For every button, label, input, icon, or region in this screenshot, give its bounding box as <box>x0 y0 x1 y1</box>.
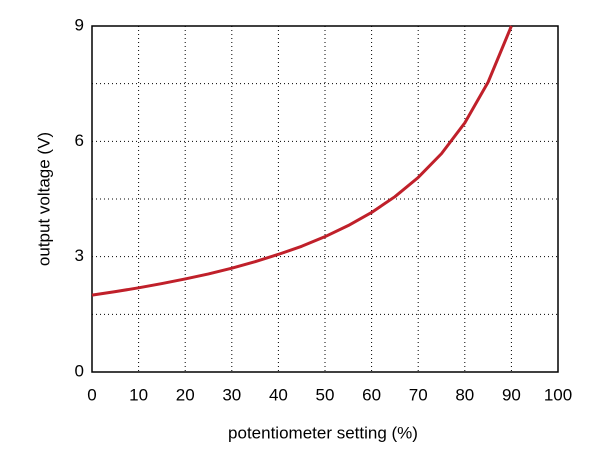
x-tick-label: 100 <box>544 385 572 404</box>
x-tick-label: 10 <box>129 385 148 404</box>
y-tick-label: 3 <box>75 246 84 265</box>
data-line <box>91 25 513 297</box>
plot-frame <box>91 25 559 373</box>
x-tick-label: 50 <box>316 385 335 404</box>
y-tick-label: 6 <box>75 131 84 150</box>
x-tick-label: 60 <box>362 385 381 404</box>
x-tick-label: 80 <box>455 385 474 404</box>
x-tick-label: 70 <box>409 385 428 404</box>
y-axis-label: output voltage (V) <box>34 132 53 266</box>
x-tick-label: 40 <box>269 385 288 404</box>
x-tick-label: 30 <box>222 385 241 404</box>
x-tick-label: 0 <box>87 385 96 404</box>
y-tick-label: 9 <box>75 15 84 34</box>
x-tick-label: 90 <box>502 385 521 404</box>
x-tick-label: 20 <box>176 385 195 404</box>
x-axis-label: potentiometer setting (%) <box>228 423 418 442</box>
y-tick-label: 0 <box>75 361 84 380</box>
